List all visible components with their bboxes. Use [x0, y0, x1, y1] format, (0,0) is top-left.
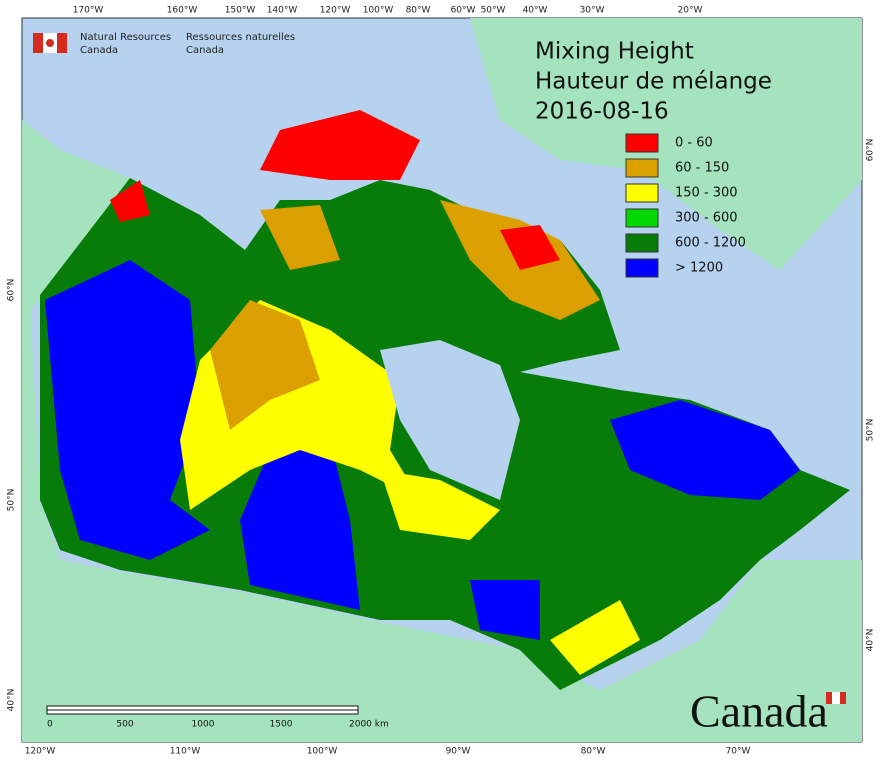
region-yellow	[550, 600, 640, 675]
latitude-label: 40°N	[866, 629, 876, 652]
legend-swatch	[625, 233, 659, 253]
latitude-label: 50°N	[7, 489, 17, 512]
scale-label: 2000 km	[349, 720, 389, 730]
longitude-label: 170°W	[73, 6, 104, 16]
longitude-label: 90°W	[446, 747, 471, 757]
longitude-label: 80°W	[406, 6, 431, 16]
longitude-label: 60°W	[451, 6, 476, 16]
region-blue	[470, 580, 540, 640]
region-blue	[45, 260, 210, 560]
usa-land	[22, 270, 862, 742]
longitude-label: 80°W	[581, 747, 606, 757]
scale-label: 500	[116, 720, 133, 730]
org-name: Ressources naturelles	[186, 32, 295, 43]
scale-label: 1500	[270, 720, 293, 730]
longitude-label: 50°W	[481, 6, 506, 16]
longitude-label: 30°W	[580, 6, 605, 16]
legend-swatch	[625, 158, 659, 178]
region-blue	[610, 400, 800, 500]
longitude-label: 120°W	[25, 747, 56, 757]
legend-swatch	[625, 133, 659, 153]
region-red	[500, 225, 560, 270]
longitude-label: 160°W	[167, 6, 198, 16]
longitude-label: 40°W	[523, 6, 548, 16]
legend-label: 600 - 1200	[675, 236, 746, 251]
latitude-label: 60°N	[866, 139, 876, 162]
legend-label: 0 - 60	[675, 136, 713, 151]
region-orange	[210, 300, 320, 430]
legend-swatch	[625, 208, 659, 228]
legend-label: 300 - 600	[675, 211, 738, 226]
longitude-label: 70°W	[726, 747, 751, 757]
flag-leaf	[46, 39, 54, 47]
legend-label: 60 - 150	[675, 161, 729, 176]
legend-swatch	[625, 258, 659, 278]
map-title: Hauteur de mélange	[535, 69, 772, 95]
latitude-label: 60°N	[7, 279, 17, 302]
region-red	[110, 180, 150, 222]
latitude-label: 40°N	[7, 689, 17, 712]
hudson-bay	[380, 340, 520, 500]
longitude-label: 140°W	[267, 6, 298, 16]
org-name: Canada	[186, 45, 224, 56]
scale-label: 0	[47, 720, 53, 730]
region-red	[260, 110, 420, 180]
legend-label: 150 - 300	[675, 186, 738, 201]
greenland	[470, 18, 862, 270]
wordmark: Canada	[690, 686, 828, 737]
legend-swatch	[625, 183, 659, 203]
longitude-label: 120°W	[320, 6, 351, 16]
region-yellow	[380, 470, 500, 540]
scale-label: 1000	[192, 720, 215, 730]
longitude-label: 100°W	[363, 6, 394, 16]
longitude-label: 20°W	[678, 6, 703, 16]
flag-bar	[33, 33, 43, 53]
latitude-label: 50°N	[866, 419, 876, 442]
flag-bar	[57, 33, 67, 53]
org-name: Canada	[80, 45, 118, 56]
wordmark-flag	[832, 692, 840, 704]
longitude-label: 100°W	[307, 747, 338, 757]
region-orange	[260, 205, 340, 270]
longitude-label: 150°W	[225, 6, 256, 16]
map-date: 2016-08-16	[535, 99, 669, 125]
org-name: Natural Resources	[80, 32, 171, 43]
longitude-label: 110°W	[170, 747, 201, 757]
region-blue	[240, 440, 360, 610]
map-title: Mixing Height	[535, 39, 694, 65]
alaska-land	[22, 120, 130, 320]
legend-label: > 1200	[675, 261, 723, 276]
